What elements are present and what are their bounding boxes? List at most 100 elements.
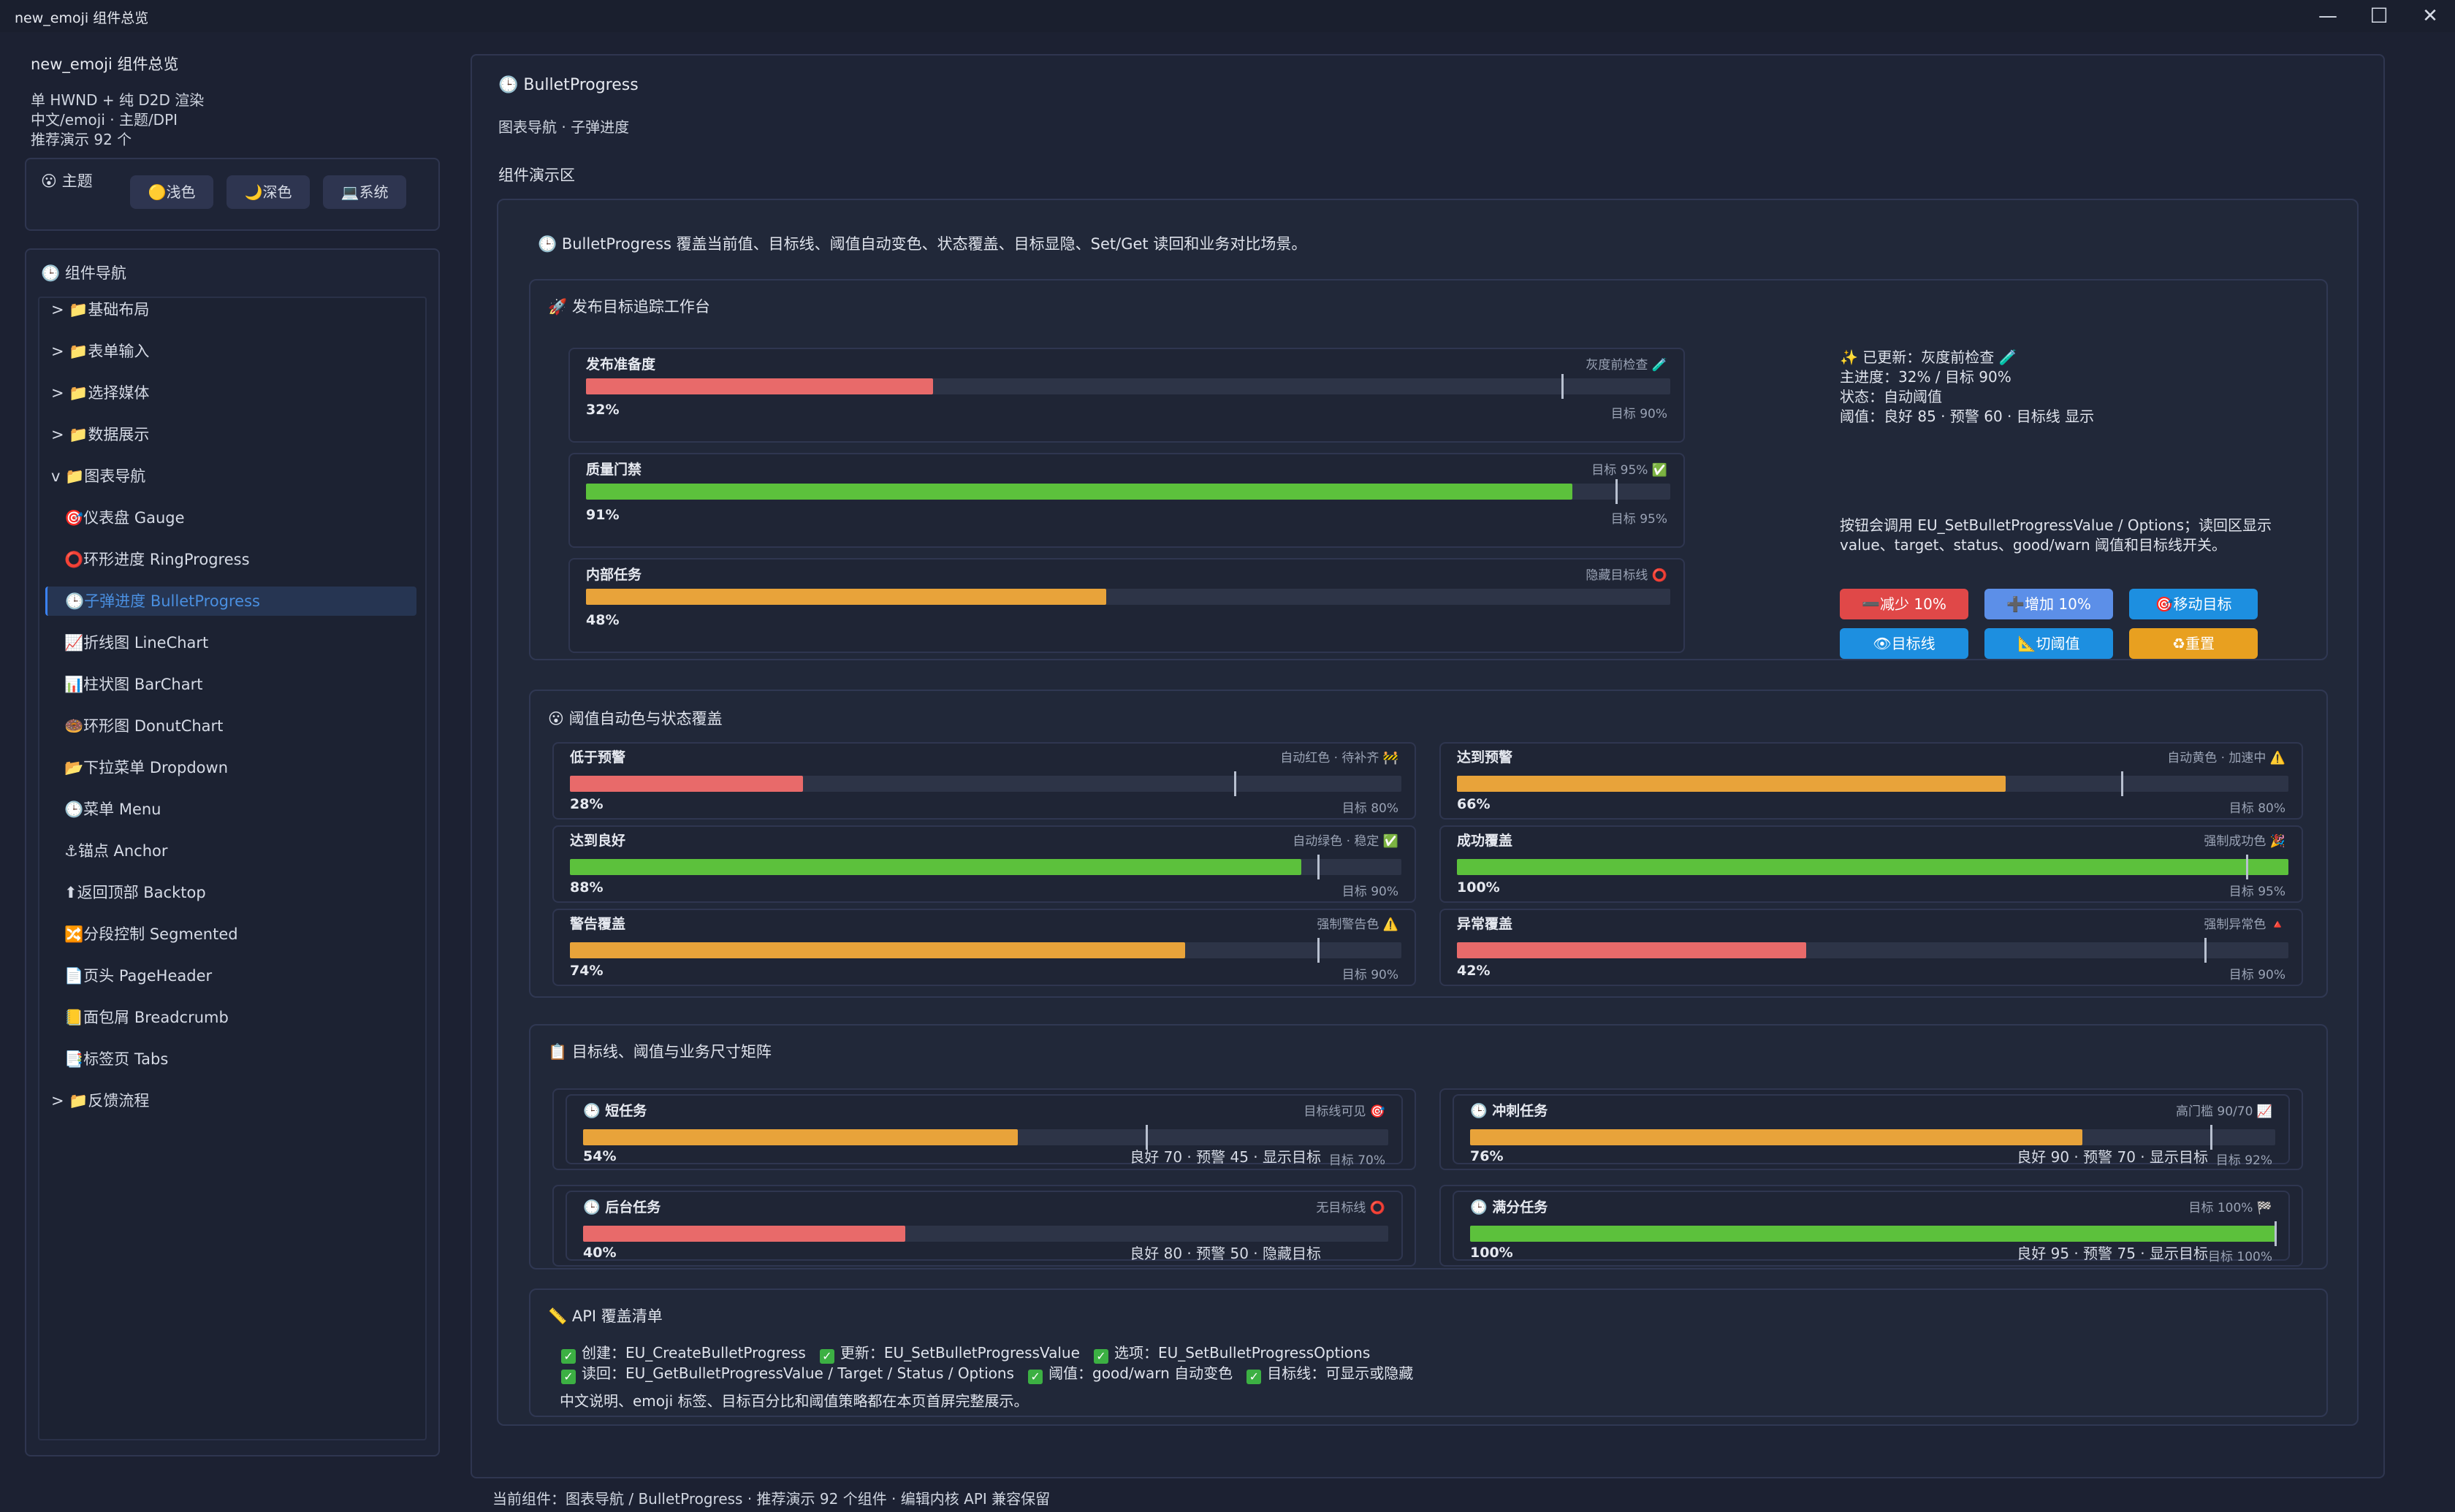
bullet-percent: 54% [583,1148,617,1164]
bullet-track [570,771,1401,796]
demo-area-label: 组件演示区 [498,167,575,184]
nav-item-4[interactable]: v 📁图表导航 [51,467,146,485]
bullet-status: 强制异常色 🔺 [2204,917,2285,932]
theme-system-button[interactable]: 💻系统 [323,175,406,209]
nav-tree [38,297,427,1440]
nav-item-17[interactable]: 📒面包屑 Breadcrumb [64,1009,229,1026]
bullet-target-text: 目标 90% [1341,968,1398,982]
decrease-button[interactable]: ➖减少 10% [1840,589,1968,619]
bullet-label: 🕒 短任务 [583,1103,647,1119]
target-marker [2204,938,2207,963]
nav-item-3[interactable]: > 📁数据展示 [51,426,150,443]
close-icon[interactable]: ✕ [2422,5,2438,27]
increase-button[interactable]: ➕增加 10% [1984,589,2113,619]
bullet-track [1457,855,2288,879]
theme-light-button[interactable]: 🟡浅色 [130,175,213,209]
target-marker [1234,771,1237,796]
move-target-button[interactable]: 🎯移动目标 [2129,589,2258,619]
nav-item-9[interactable]: 📊柱状图 BarChart [64,676,203,693]
bullet-track [1470,1221,2277,1246]
bullet-label: 🕒 后台任务 [583,1199,661,1215]
bullet-status: 目标 100% 🏁 [2188,1201,2272,1215]
bullet-threshold: 良好 70 · 预警 45 · 显示目标 [1130,1148,1321,1166]
nav-item-5[interactable]: 🎯仪表盘 Gauge [64,509,185,527]
reset-button[interactable]: ♻重置 [2129,628,2258,659]
desc-line: 单 HWND + 纯 D2D 渲染 [31,91,205,109]
bullet-fill [1457,859,2288,875]
nav-item-16[interactable]: 📄页头 PageHeader [64,967,213,985]
nav-item-7[interactable]: 🕒子弹进度 BulletProgress [45,587,416,616]
bullet-track [586,589,1670,605]
minimize-icon[interactable]: — [2318,5,2337,27]
nav-item-1[interactable]: > 📁表单输入 [51,343,150,360]
bullet-percent: 28% [570,796,604,812]
toggle-target-button[interactable]: 👁目标线 [1840,628,1968,659]
window-title: new_emoji 组件总览 [15,10,149,26]
nav-item-18[interactable]: 📑标签页 Tabs [64,1050,169,1068]
release-info-note: 按钮会调用 EU_SetBulletProgressValue / Option… [1840,516,2272,555]
bullet-target-text: 目标 70% [1328,1153,1385,1168]
bullet-progress: 成功覆盖 强制成功色 🎉 100% 目标 95% [1439,825,2303,903]
bullet-percent: 100% [1457,879,1500,896]
threshold-title: 😮 阈值自动色与状态覆盖 [548,710,723,728]
bullet-threshold: 良好 95 · 预警 75 · 显示目标 [2017,1245,2208,1262]
bullet-progress: 质量门禁 目标 95% ✅ 91% 目标 95% [568,453,1685,548]
theme-dark-button[interactable]: 🌙深色 [227,175,310,209]
page-subtitle: 图表导航 · 子弹进度 [498,118,630,136]
nav-item-11[interactable]: 📂下拉菜单 Dropdown [64,759,229,776]
info-line: 主进度：32% / 目标 90% [1840,368,2011,386]
nav-item-10[interactable]: 🍩环形图 DonutChart [64,717,224,735]
api-item: 阈值：good/warn 自动变色 [1048,1364,1233,1382]
nav-item-14[interactable]: ⬆返回顶部 Backtop [64,884,206,901]
bullet-fill [586,484,1573,500]
sidebar-description: 单 HWND + 纯 D2D 渲染 中文/emoji · 主题/DPI 推荐演示… [31,91,204,150]
page-title: 🕒 BulletProgress [498,76,639,94]
bullet-percent: 91% [586,507,620,523]
bullet-fill [1457,776,2006,792]
api-line-1: ✓ 创建：EU_CreateBulletProgress ✓ 更新：EU_SetBu… [561,1341,1370,1364]
nav-item-8[interactable]: 📈折线图 LineChart [64,634,209,652]
check-icon: ✓ [1028,1370,1043,1384]
bullet-status: 灰度前检查 🧪 [1586,358,1667,373]
check-icon: ✓ [561,1370,576,1384]
nav-title: 🕒 组件导航 [41,264,126,282]
target-marker [2210,1125,2212,1150]
bullet-fill [586,378,933,394]
api-title: 📏 API 覆盖清单 [548,1307,663,1325]
nav-item-12[interactable]: 🕒菜单 Menu [64,801,161,818]
bullet-status: 目标线可见 🎯 [1303,1104,1385,1119]
bullet-target-text: 目标 95% [1610,512,1667,527]
title-bar: new_emoji 组件总览 — ☐ ✕ [0,0,2455,32]
bullet-status: 隐藏目标线 ⭕ [1586,568,1667,583]
switch-threshold-button[interactable]: 📐切阈值 [1984,628,2113,659]
bullet-target-text: 目标 95% [2228,885,2285,899]
check-icon: ✓ [561,1349,576,1364]
bullet-percent: 48% [586,612,620,628]
status-bar: 当前组件：图表导航 / BulletProgress · 推荐演示 92 个组件… [492,1490,1051,1508]
nav-item-13[interactable]: ⚓锚点 Anchor [64,842,168,860]
bullet-target-text: 目标 80% [1341,801,1398,816]
bullet-label: 内部任务 [586,567,642,583]
sidebar-title: new_emoji 组件总览 [31,56,179,73]
nav-item-19[interactable]: > 📁反馈流程 [51,1092,150,1110]
bullet-target-text: 目标 100% [2207,1250,2272,1264]
maximize-icon[interactable]: ☐ [2370,4,2389,28]
bullet-track [586,374,1670,399]
nav-item-15[interactable]: 🔀分段控制 Segmented [64,925,238,943]
nav-item-2[interactable]: > 📁选择媒体 [51,384,150,402]
bullet-fill [570,942,1186,958]
target-marker [1317,938,1320,963]
bullet-status: 无目标线 ⭕ [1316,1201,1385,1215]
bullet-target-text: 目标 80% [2228,801,2285,816]
bullet-track [1457,771,2288,796]
theme-label: 😮 主题 [41,172,93,190]
bullet-fill [570,776,803,792]
bullet-status: 自动绿色 · 稳定 ✅ [1293,834,1398,849]
bullet-percent: 66% [1457,796,1491,812]
nav-item-6[interactable]: ⭕环形进度 RingProgress [64,551,250,568]
nav-item-0[interactable]: > 📁基础布局 [51,301,150,318]
bullet-status: 目标 95% ✅ [1591,463,1667,478]
target-marker [1561,374,1564,399]
info-line: 状态：自动阈值 [1840,388,1942,405]
api-item: 创建：EU_CreateBulletProgress [582,1344,806,1362]
